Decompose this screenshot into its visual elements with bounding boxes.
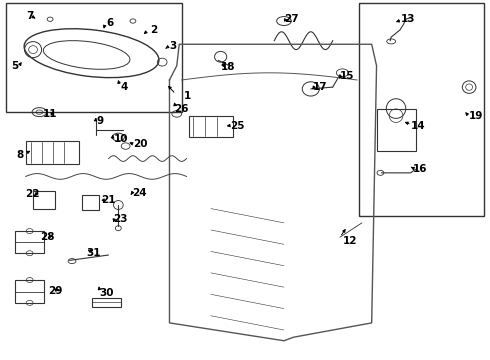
- Text: 22: 22: [25, 189, 39, 199]
- Text: 7: 7: [26, 11, 33, 21]
- Text: 24: 24: [132, 188, 147, 198]
- Text: 27: 27: [284, 14, 298, 24]
- Text: 23: 23: [114, 214, 128, 224]
- Bar: [189, 116, 233, 137]
- Text: 26: 26: [174, 104, 189, 113]
- Text: 20: 20: [133, 139, 147, 149]
- Text: 30: 30: [99, 288, 113, 297]
- Bar: [92, 298, 121, 307]
- Text: 13: 13: [401, 14, 416, 24]
- Text: 4: 4: [121, 82, 128, 92]
- Text: 12: 12: [343, 236, 357, 246]
- Text: 14: 14: [411, 121, 425, 131]
- Text: 11: 11: [43, 109, 57, 119]
- Text: 18: 18: [220, 63, 235, 72]
- Text: 3: 3: [170, 41, 177, 51]
- Bar: [376, 109, 416, 152]
- Bar: [15, 231, 44, 253]
- Text: 5: 5: [11, 61, 19, 71]
- Text: 28: 28: [40, 232, 55, 242]
- Text: 17: 17: [313, 82, 328, 92]
- Text: 2: 2: [150, 25, 157, 35]
- Bar: [33, 192, 55, 208]
- Text: 25: 25: [230, 121, 245, 131]
- Bar: [15, 280, 44, 303]
- Text: 6: 6: [106, 18, 113, 28]
- Text: 15: 15: [340, 71, 354, 81]
- Bar: [26, 141, 79, 164]
- Text: 16: 16: [413, 164, 428, 174]
- Text: 1: 1: [184, 91, 192, 101]
- Text: 9: 9: [97, 116, 103, 126]
- Text: 29: 29: [48, 286, 62, 296]
- Text: 31: 31: [87, 248, 101, 258]
- Text: 10: 10: [114, 134, 128, 144]
- Text: 19: 19: [469, 111, 484, 121]
- Bar: [82, 195, 99, 210]
- Text: 8: 8: [16, 150, 23, 160]
- Text: 21: 21: [101, 195, 116, 204]
